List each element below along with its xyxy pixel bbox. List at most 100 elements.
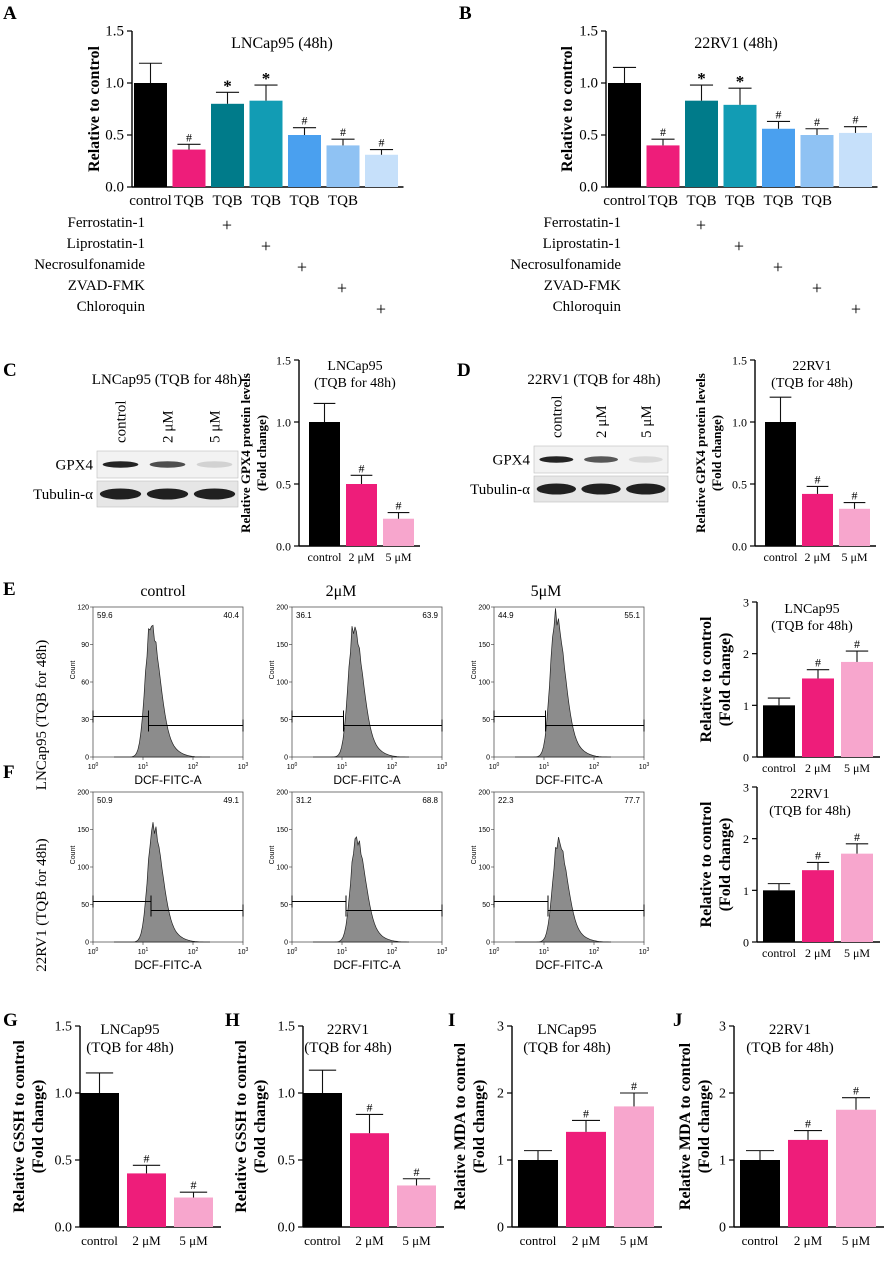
category-label: control (308, 550, 343, 564)
panel-letter-e: E (3, 579, 16, 600)
y-tick-label: 0 (486, 755, 490, 762)
y-tick-label: 50 (482, 717, 490, 724)
significance-mark: # (144, 1151, 150, 1165)
y-tick-label: 50 (280, 902, 288, 909)
histogram-fill (515, 608, 611, 758)
y-tick-label: 0.0 (732, 540, 747, 554)
y-tick-label: 0.5 (732, 478, 747, 492)
x-tick-base: 10 (437, 764, 445, 771)
x-tick-label: 101 (138, 762, 149, 771)
y-tick-label: 2 (497, 1087, 504, 1102)
blot-title: LNCap95 (TQB for 48h) (92, 372, 242, 388)
category-label: TQB (648, 193, 678, 209)
y-tick-label: 1.5 (276, 354, 291, 368)
bar (802, 678, 834, 757)
chart-title: 22RV1 (327, 1022, 369, 1038)
significance-mark: # (814, 115, 820, 129)
a-treatment-plus: + (337, 278, 347, 298)
x-tick-exponent: 0 (295, 762, 298, 768)
x-tick-base: 10 (188, 764, 196, 771)
chart-title: LNCap95 (48h) (231, 35, 333, 52)
y-axis-label: Relative MDA to control (677, 1042, 694, 1210)
y-tick-label: 200 (478, 790, 490, 797)
category-label: control (81, 1233, 118, 1248)
y-tick-label: 1.5 (579, 24, 598, 40)
x-tick-label: 100 (489, 947, 500, 956)
category-label: control (742, 1233, 779, 1248)
x-tick-label: 100 (489, 762, 500, 771)
x-tick-label: 103 (639, 762, 650, 771)
y-tick-label: 200 (276, 605, 288, 612)
y-tick-label: 0.0 (105, 180, 124, 196)
y-tick-label: 100 (276, 680, 288, 687)
y-tick-label: 0.0 (278, 1221, 296, 1236)
bar-chart-d: 0.0 0.5 1.0 1.5 # # control 2 μM 5 μM 22RV1 (TQB f… (693, 354, 876, 564)
a-treatment-plus: + (376, 299, 386, 319)
a-treatment-label: Necrosulfonamide (34, 257, 145, 273)
x-tick-base: 10 (639, 949, 647, 956)
y-axis-label: Relative GPX4 protein levels (693, 373, 708, 533)
gate-left-percent: 59.6 (97, 611, 113, 620)
y-axis-label: Count (70, 846, 77, 865)
x-tick-exponent: 2 (196, 762, 199, 768)
category-label: 5 μM (842, 1233, 871, 1248)
x-tick-base: 10 (88, 764, 96, 771)
bar-chart-i: 0 1 2 3 # # control 2 μM 5 μM LNCap95 (TQB for 48h… (452, 1020, 662, 1248)
gpx4-band (584, 456, 619, 463)
significance-mark: # (359, 461, 365, 475)
flow-row-label: 22RV1 (TQB for 48h) (34, 838, 50, 971)
y-tick-label: 2 (743, 647, 749, 661)
category-label: 2 μM (572, 1233, 601, 1248)
western-blot-c: LNCap95 (TQB for 48h) control 2 μM 5 μM GPX4… (33, 372, 242, 508)
y-tick-label: 0 (719, 1221, 726, 1236)
y-tick-label: 2 (743, 832, 749, 846)
y-axis-label: Relative to control (559, 46, 576, 172)
bar-chart-g: 0.0 0.5 1.0 1.5 # # control 2 μM 5 μM LNCap95 (TQB… (11, 1020, 221, 1248)
bar-chart-f: 0 1 2 3 # # control 2 μM 5 μM 22RV1 (TQB for 48h) R… (698, 781, 880, 960)
x-tick-base: 10 (589, 949, 597, 956)
y-tick-label: 50 (482, 902, 490, 909)
chart-title: 22RV1 (790, 787, 829, 802)
gate-right-percent: 55.1 (624, 611, 640, 620)
category-label: control (762, 946, 797, 960)
category-label: 2 μM (804, 550, 830, 564)
chart-subtitle: (TQB for 48h) (771, 619, 853, 634)
lane-label: 2 μM (161, 410, 177, 443)
significance-mark: # (583, 1106, 589, 1120)
category-label: control (129, 193, 172, 209)
y-tick-label: 1.0 (55, 1087, 73, 1102)
y-axis-label: Count (70, 661, 77, 680)
gpx4-band (628, 456, 663, 463)
significance-mark: # (852, 489, 858, 503)
y-tick-label: 150 (478, 642, 490, 649)
x-tick-exponent: 2 (395, 762, 398, 768)
x-tick-label: 103 (238, 947, 249, 956)
y-axis-label: Relative GSSH to control (11, 1040, 28, 1213)
category-label: TQB (174, 193, 204, 209)
bar (788, 1139, 828, 1227)
gate-right-percent: 49.1 (223, 796, 239, 805)
x-tick-base: 10 (138, 764, 146, 771)
bar (309, 422, 340, 546)
x-tick-label: 101 (337, 947, 348, 956)
histogram-fill (515, 837, 611, 943)
y-tick-label: 200 (77, 790, 89, 797)
y-axis-label: Relative to control (86, 46, 103, 172)
category-label: TQB (725, 193, 755, 209)
panel-letter-a: A (3, 3, 17, 24)
lane-label: 5 μM (208, 410, 224, 443)
tubulin-band (99, 488, 142, 500)
flow-column-title: 2μM (326, 583, 357, 600)
significance-mark: # (815, 472, 821, 486)
gate-left-percent: 50.9 (97, 796, 113, 805)
chart-title: 22RV1 (48h) (694, 35, 778, 52)
x-tick-base: 10 (539, 949, 547, 956)
x-tick-label: 102 (188, 762, 199, 771)
category-label: TQB (251, 193, 281, 209)
gate-left-percent: 22.3 (498, 796, 514, 805)
x-tick-exponent: 3 (246, 762, 249, 768)
y-tick-label: 0.0 (579, 180, 598, 196)
bar (802, 870, 834, 942)
bar (839, 132, 872, 187)
